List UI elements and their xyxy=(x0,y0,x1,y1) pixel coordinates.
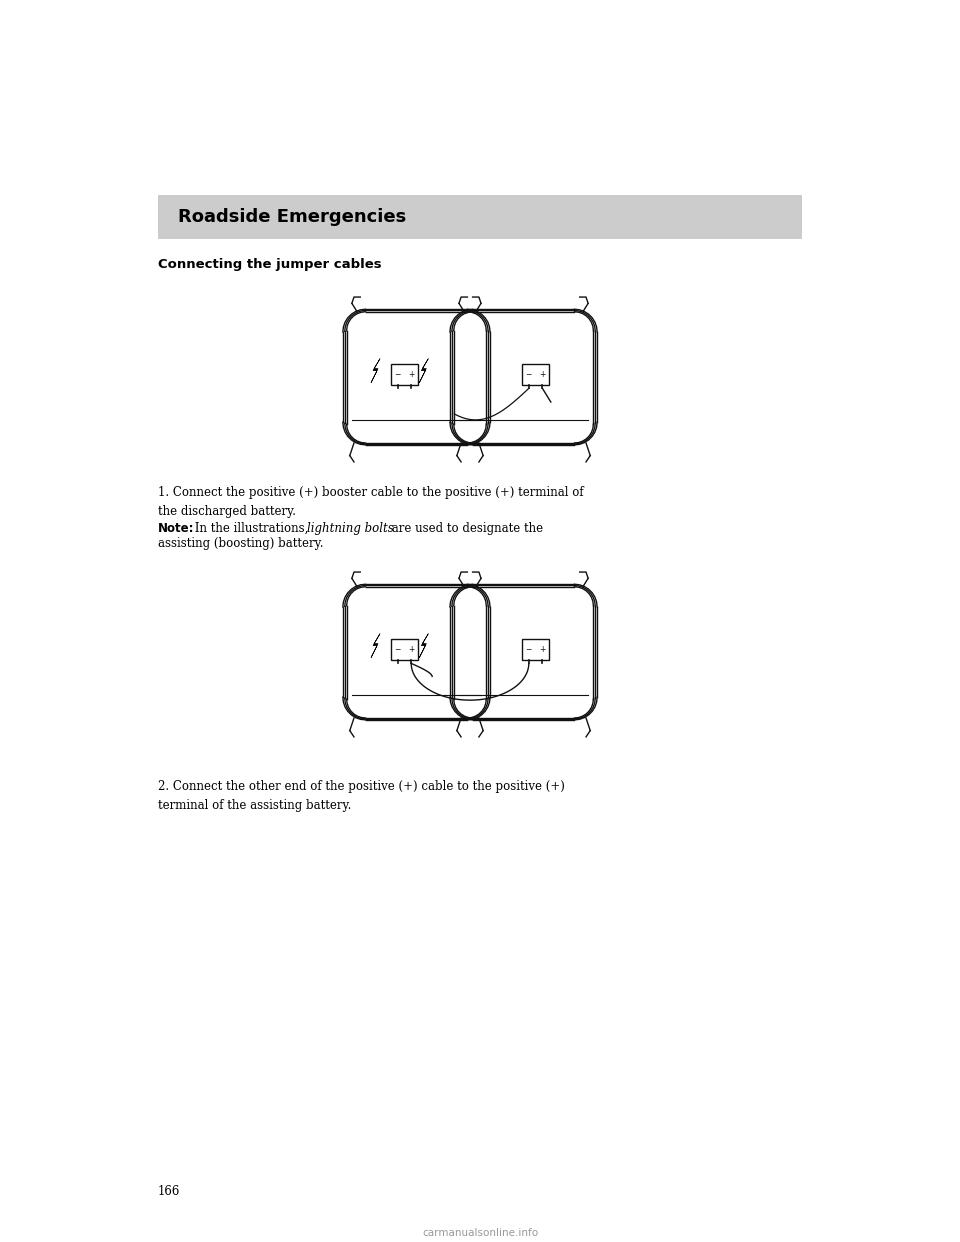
Text: −: − xyxy=(526,646,532,655)
Text: lightning bolts: lightning bolts xyxy=(307,522,394,535)
Text: +: + xyxy=(408,370,415,379)
Text: −: − xyxy=(395,646,400,655)
Text: carmanualsonline.info: carmanualsonline.info xyxy=(422,1228,538,1238)
Text: −: − xyxy=(526,370,532,379)
Text: 2. Connect the other end of the positive (+) cable to the positive (+)
terminal : 2. Connect the other end of the positive… xyxy=(158,780,564,812)
Text: assisting (boosting) battery.: assisting (boosting) battery. xyxy=(158,537,324,550)
Text: Connecting the jumper cables: Connecting the jumper cables xyxy=(158,258,382,271)
Text: Roadside Emergencies: Roadside Emergencies xyxy=(178,207,406,226)
Text: 166: 166 xyxy=(158,1185,180,1199)
Bar xyxy=(391,364,418,385)
Bar xyxy=(522,640,549,661)
Text: In the illustrations,: In the illustrations, xyxy=(191,522,312,535)
Text: 1. Connect the positive (+) booster cable to the positive (+) terminal of
the di: 1. Connect the positive (+) booster cabl… xyxy=(158,486,584,518)
Polygon shape xyxy=(420,633,428,658)
Bar xyxy=(391,640,418,661)
Polygon shape xyxy=(371,359,380,383)
Polygon shape xyxy=(420,359,428,383)
Bar xyxy=(522,364,549,385)
Text: Note:: Note: xyxy=(158,522,195,535)
Polygon shape xyxy=(371,633,380,658)
Text: +: + xyxy=(540,646,545,655)
Text: are used to designate the: are used to designate the xyxy=(388,522,543,535)
Bar xyxy=(158,195,802,238)
Text: +: + xyxy=(540,370,545,379)
Text: −: − xyxy=(395,370,400,379)
Text: +: + xyxy=(408,646,415,655)
